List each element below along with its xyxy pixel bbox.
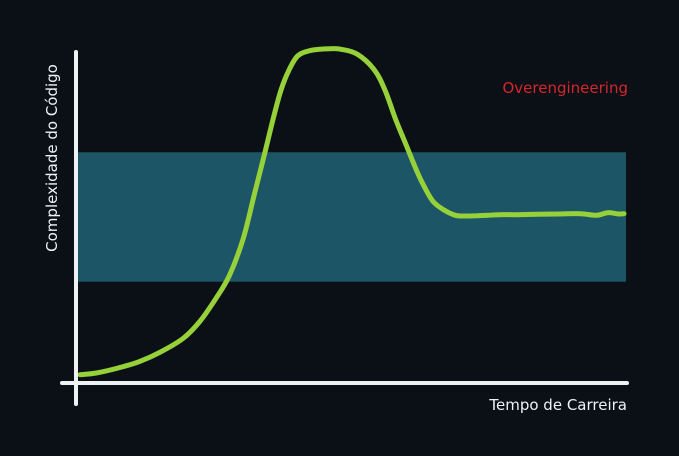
overengineering-annotation: Overengineering	[502, 79, 628, 97]
complexity-curve	[77, 46, 627, 378]
y-axis-label: Complexidade do Código	[43, 64, 61, 252]
x-axis-label: Tempo de Carreira	[488, 396, 627, 414]
ideal-complexity-band	[78, 152, 626, 282]
